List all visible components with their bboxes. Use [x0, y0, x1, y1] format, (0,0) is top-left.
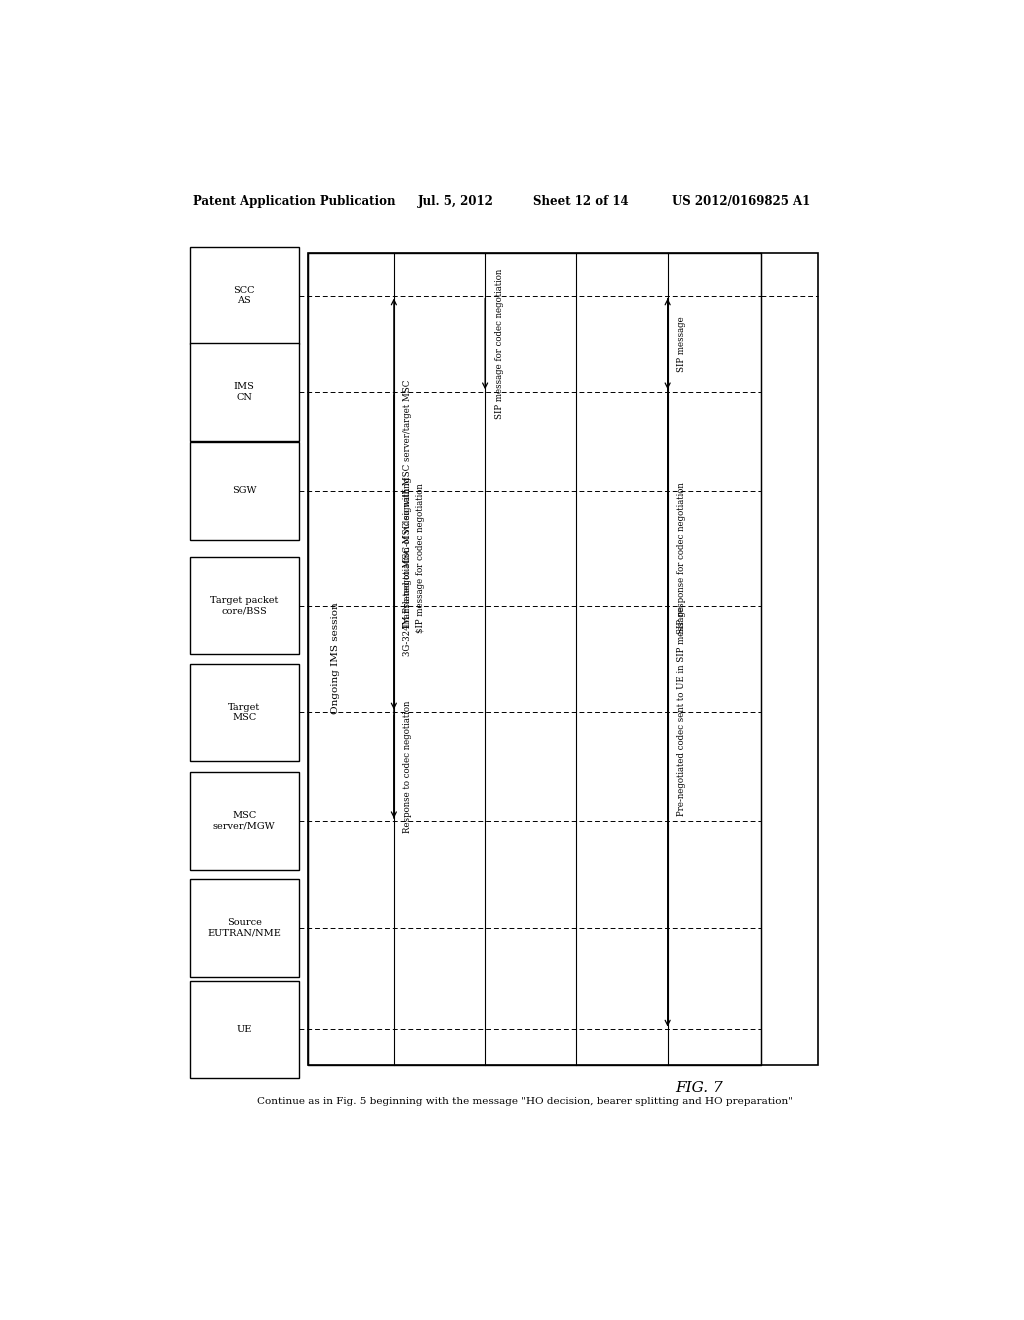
Text: UE: UE	[237, 1024, 252, 1034]
Text: Patent Application Publication: Patent Application Publication	[194, 194, 395, 207]
Text: MSC
server/MGW: MSC server/MGW	[213, 812, 275, 830]
Text: Pre-negotiated codec sent to UE in SIP message: Pre-negotiated codec sent to UE in SIP m…	[677, 606, 686, 816]
Text: Continue as in Fig. 5 beginning with the message "HO decision, bearer splitting : Continue as in Fig. 5 beginning with the…	[257, 1097, 793, 1106]
Text: Response to codec negotiation: Response to codec negotiation	[403, 701, 413, 833]
Text: 3G-324M Pre-negotiation of video with MSC server/target MSC: 3G-324M Pre-negotiation of video with MS…	[403, 380, 413, 656]
Bar	[189, 981, 299, 1078]
Text: FIG. 7: FIG. 7	[676, 1081, 723, 1096]
Text: SIP response for codec negotiation: SIP response for codec negotiation	[677, 483, 686, 634]
Text: $IP message for codec negotiation: $IP message for codec negotiation	[416, 483, 425, 634]
Text: Ongoing IMS session: Ongoing IMS session	[332, 603, 340, 714]
Bar	[189, 557, 299, 655]
Bar	[189, 343, 299, 441]
Text: Jul. 5, 2012: Jul. 5, 2012	[418, 194, 494, 207]
Text: SCC
AS: SCC AS	[233, 286, 255, 305]
Bar	[189, 442, 299, 540]
Bar	[308, 253, 761, 1065]
Text: Sheet 12 of 14: Sheet 12 of 14	[532, 194, 629, 207]
Text: SGW: SGW	[232, 486, 257, 495]
Bar	[189, 664, 299, 762]
Bar	[308, 253, 818, 1065]
Bar	[189, 879, 299, 977]
Text: SIP message: SIP message	[677, 315, 686, 372]
Bar	[189, 247, 299, 345]
Text: SIP message for codec negotiation: SIP message for codec negotiation	[495, 269, 504, 418]
Text: Target
MSC: Target MSC	[228, 702, 260, 722]
Text: US 2012/0169825 A1: US 2012/0169825 A1	[672, 194, 810, 207]
Bar	[189, 772, 299, 870]
Text: Source
EUTRAN/NME: Source EUTRAN/NME	[207, 919, 282, 937]
Text: Translated to MSC-MSC signalling: Translated to MSC-MSC signalling	[403, 477, 413, 628]
Text: Target packet
core/BSS: Target packet core/BSS	[210, 595, 279, 615]
Text: IMS
CN: IMS CN	[233, 383, 255, 401]
